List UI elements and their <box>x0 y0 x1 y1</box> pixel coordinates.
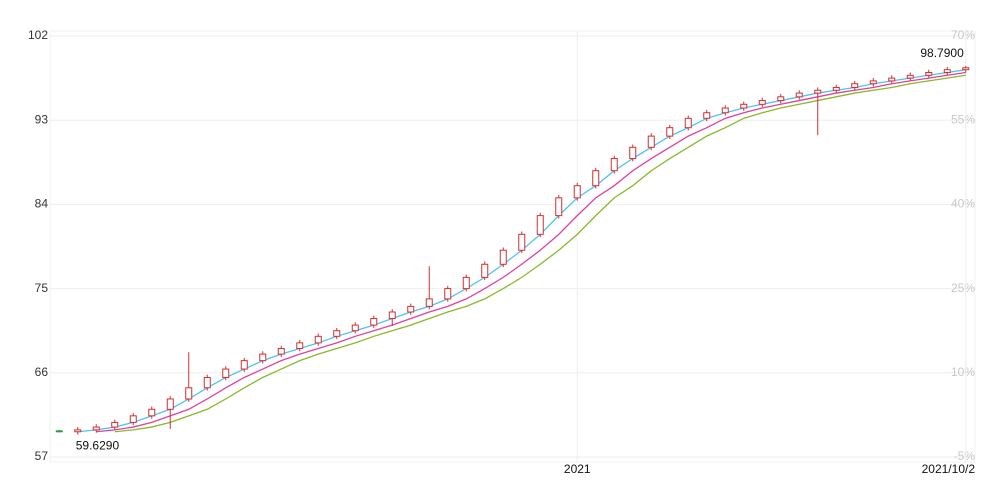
y2-tick-label: 10% <box>951 365 975 379</box>
candle-body <box>518 233 526 251</box>
candle-body <box>388 311 396 320</box>
candle-body <box>425 298 433 307</box>
candle-body <box>499 249 507 265</box>
y2-tick-label: 70% <box>951 28 975 42</box>
candle-body <box>55 430 63 433</box>
moving-average-line <box>114 74 966 433</box>
plot-frame <box>49 30 976 463</box>
candle-body <box>684 117 692 129</box>
candle-body <box>795 92 803 98</box>
candle-body <box>814 89 822 94</box>
candle-body <box>592 170 600 187</box>
candle-body <box>314 335 322 344</box>
candle-body <box>277 347 285 355</box>
candle-body <box>407 305 415 313</box>
candle-body <box>758 100 766 105</box>
x-tick-label: 2021/10/2 <box>922 462 976 476</box>
candle-body <box>943 69 951 73</box>
y2-tick-label: 40% <box>951 197 975 211</box>
candle-body <box>536 215 544 235</box>
candle-body <box>111 421 119 428</box>
candle-body <box>777 96 785 102</box>
min-label: 59.6290 <box>76 439 120 453</box>
y-tick-label: 84 <box>35 197 49 211</box>
y-tick-label: 93 <box>35 112 49 126</box>
candle-body <box>370 318 378 326</box>
candle-body <box>462 276 470 290</box>
candle-body <box>148 408 156 417</box>
candle-body <box>851 83 859 88</box>
candle-body <box>610 158 618 172</box>
candle-body <box>203 376 211 389</box>
candle-body <box>481 263 489 278</box>
candle-body <box>185 387 193 400</box>
y-tick-label: 75 <box>35 281 49 295</box>
candle-body <box>962 67 970 71</box>
y-tick-label: 66 <box>35 365 49 379</box>
candle-body <box>444 288 452 300</box>
candle-body <box>92 426 100 431</box>
candle-body <box>721 107 729 114</box>
y2-tick-label: -5% <box>954 449 976 463</box>
max-label: 98.7900 <box>920 46 964 60</box>
candle-body <box>74 429 82 433</box>
candle-body <box>166 398 174 410</box>
x-tick-label: 2021 <box>564 462 591 476</box>
candle-body <box>573 185 581 199</box>
candle-body <box>629 146 637 160</box>
candle-body <box>240 360 248 370</box>
moving-average-line <box>96 71 966 433</box>
candle-body <box>925 71 933 76</box>
candle-body <box>740 103 748 109</box>
candle-body <box>906 74 914 79</box>
candle-body <box>351 324 359 332</box>
y2-tick-label: 25% <box>951 281 975 295</box>
candle-body <box>129 415 137 423</box>
candle-body <box>647 135 655 148</box>
y-tick-label: 57 <box>35 449 49 463</box>
y-tick-label: 102 <box>28 28 48 42</box>
candle-body <box>869 80 877 85</box>
candle-body <box>259 353 267 362</box>
candle-body <box>555 197 563 217</box>
candle-body <box>222 368 230 378</box>
candle-body <box>296 342 304 349</box>
candle-body <box>333 330 341 337</box>
candle-body <box>888 77 896 82</box>
candle-body <box>832 86 840 91</box>
candle-body <box>703 112 711 119</box>
candle-body <box>666 127 674 137</box>
y2-tick-label: 55% <box>951 112 975 126</box>
